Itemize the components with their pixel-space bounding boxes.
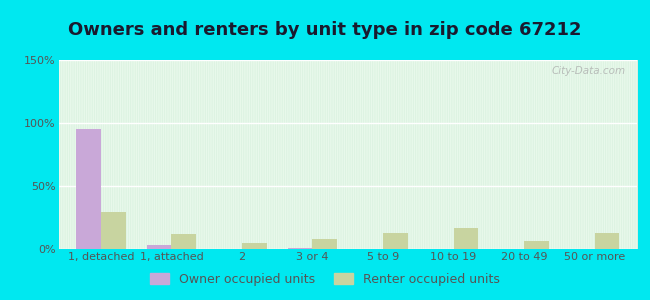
Legend: Owner occupied units, Renter occupied units: Owner occupied units, Renter occupied un… [146, 268, 504, 291]
Text: Owners and renters by unit type in zip code 67212: Owners and renters by unit type in zip c… [68, 21, 582, 39]
Bar [454, 228, 478, 249]
Bar [595, 232, 619, 249]
Bar [147, 245, 172, 249]
Bar [313, 239, 337, 249]
Text: City-Data.com: City-Data.com [551, 66, 625, 76]
Bar [524, 242, 549, 249]
Bar [383, 232, 408, 249]
Bar [288, 248, 313, 249]
Bar [172, 234, 196, 249]
Bar [242, 243, 266, 249]
Bar [101, 212, 125, 249]
Bar [76, 129, 101, 249]
